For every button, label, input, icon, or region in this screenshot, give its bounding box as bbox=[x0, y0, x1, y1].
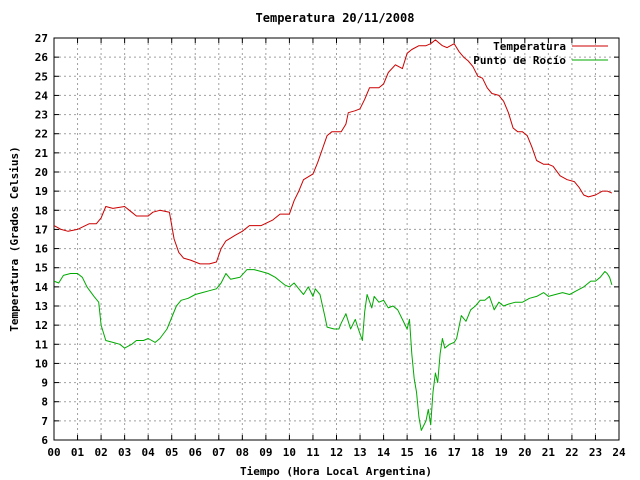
x-tick-label: 02 bbox=[94, 446, 107, 459]
x-tick-label: 22 bbox=[565, 446, 578, 459]
x-axis-ticks: 00 01 02 03 04 05 06 07 08 09 10 11 12 13 14 15 16 17 18 19… bbox=[47, 38, 626, 459]
x-tick-label: 19 bbox=[495, 446, 508, 459]
y-tick-label: 27 bbox=[35, 32, 48, 45]
y-tick-label: 26 bbox=[35, 51, 49, 64]
x-axis-label: Tiempo (Hora Local Argentina) bbox=[240, 465, 432, 478]
y-tick-label: 20 bbox=[35, 166, 48, 179]
x-tick-label: 11 bbox=[306, 446, 320, 459]
chart-title: Temperatura 20/11/2008 bbox=[256, 11, 415, 25]
x-tick-label: 07 bbox=[212, 446, 225, 459]
x-tick-label: 15 bbox=[401, 446, 414, 459]
y-tick-label: 19 bbox=[35, 185, 48, 198]
x-tick-label: 14 bbox=[377, 446, 391, 459]
x-tick-label: 20 bbox=[518, 446, 531, 459]
y-tick-label: 21 bbox=[35, 147, 49, 160]
y-tick-label: 8 bbox=[41, 396, 48, 409]
x-tick-label: 03 bbox=[118, 446, 131, 459]
y-axis-ticks: 6 7 8 9 10 11 12 13 14 15 16 17 18 19 20 21 22 23 24 25 26 27 bbox=[35, 32, 619, 447]
legend-label-punto-de-rocio: Punto de Rocío bbox=[473, 54, 566, 67]
x-tick-label: 13 bbox=[353, 446, 366, 459]
x-tick-label: 18 bbox=[471, 446, 484, 459]
x-tick-label: 24 bbox=[612, 446, 626, 459]
y-tick-label: 11 bbox=[35, 338, 49, 351]
x-tick-label: 04 bbox=[142, 446, 156, 459]
y-tick-label: 17 bbox=[35, 223, 48, 236]
x-tick-label: 21 bbox=[542, 446, 556, 459]
y-tick-label: 9 bbox=[41, 377, 48, 390]
series-line-punto-de-rocio bbox=[53, 269, 613, 431]
x-tick-label: 08 bbox=[236, 446, 249, 459]
y-tick-label: 25 bbox=[35, 70, 48, 83]
x-tick-label: 00 bbox=[47, 446, 60, 459]
y-tick-label: 23 bbox=[35, 109, 48, 122]
x-tick-label: 16 bbox=[424, 446, 438, 459]
x-tick-label: 06 bbox=[189, 446, 203, 459]
y-tick-label: 14 bbox=[35, 281, 49, 294]
y-tick-label: 16 bbox=[35, 243, 49, 256]
x-tick-label: 01 bbox=[71, 446, 85, 459]
x-tick-label: 12 bbox=[330, 446, 343, 459]
y-tick-label: 18 bbox=[35, 204, 48, 217]
legend-label-temperatura: Temperatura bbox=[493, 40, 566, 53]
y-tick-label: 12 bbox=[35, 319, 48, 332]
y-tick-label: 24 bbox=[35, 89, 49, 102]
grid-lines bbox=[54, 38, 619, 440]
series-line-temperatura bbox=[53, 39, 613, 265]
x-tick-label: 17 bbox=[448, 446, 461, 459]
y-tick-label: 22 bbox=[35, 128, 48, 141]
y-axis-label: Temperatura (Grados Celsius) bbox=[8, 146, 21, 331]
x-tick-label: 10 bbox=[283, 446, 296, 459]
y-tick-label: 15 bbox=[35, 262, 48, 275]
x-tick-label: 09 bbox=[259, 446, 272, 459]
y-tick-label: 10 bbox=[35, 357, 48, 370]
x-tick-label: 05 bbox=[165, 446, 178, 459]
series-lines bbox=[53, 39, 613, 431]
y-tick-label: 13 bbox=[35, 300, 48, 313]
y-tick-label: 6 bbox=[41, 434, 48, 447]
x-tick-label: 23 bbox=[589, 446, 602, 459]
y-tick-label: 7 bbox=[41, 415, 48, 428]
